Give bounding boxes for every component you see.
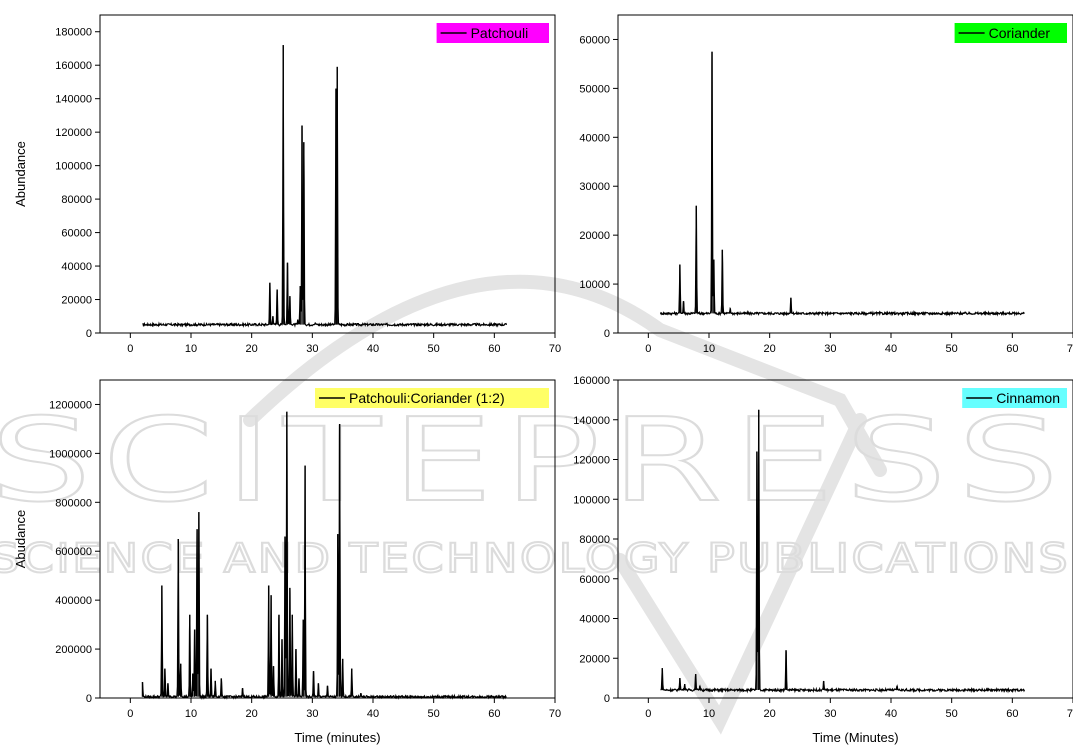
x-axis-label: Time (Minutes): [812, 730, 898, 745]
series-line: [142, 45, 508, 328]
x-tick-label: 10: [185, 343, 197, 355]
y-tick-label: 140000: [55, 94, 92, 106]
series-line: [659, 51, 1025, 317]
y-tick-label: 10000: [579, 279, 610, 291]
y-tick-label: 80000: [61, 194, 92, 206]
chart-panel-1: 0 10 20 30 40 50 60 70 0 20000 40000 60000 80000 1000…: [13, 14, 561, 355]
y-tick-label: 0: [604, 693, 610, 705]
x-tick-label: 10: [703, 343, 715, 355]
legend-box: [962, 388, 1067, 408]
series-line: [660, 409, 1026, 694]
x-tick-label: 60: [1006, 708, 1018, 720]
legend-box: [436, 23, 549, 43]
x-tick-label: 20: [246, 343, 258, 355]
y-tick-label: 0: [604, 328, 610, 340]
x-tick-label: 70: [549, 708, 561, 720]
y-axis-label: Abudance: [13, 510, 28, 569]
legend: Patchouli: [436, 23, 549, 43]
x-tick-label: 30: [306, 343, 318, 355]
y-tick-label: 30000: [579, 181, 610, 193]
x-tick-label: 50: [946, 708, 958, 720]
y-tick-label: 140000: [573, 415, 610, 427]
x-tick-label: 30: [306, 708, 318, 720]
y-tick-label: 20000: [579, 230, 610, 242]
x-tick-label: 30: [824, 708, 836, 720]
watermark-swoosh: [243, 274, 887, 735]
x-tick-label: 0: [127, 343, 133, 355]
x-tick-label: 20: [764, 343, 776, 355]
y-tick-label: 20000: [61, 295, 92, 307]
x-tick-label: 40: [885, 343, 897, 355]
y-axis-label: Abundance: [13, 141, 28, 207]
chart-panel-4: 0 10 20 30 40 50 60 70 0 20000 40000 60000 80000 1000…: [573, 375, 1073, 745]
plot-frame: [617, 14, 1073, 334]
y-tick-label: 0: [86, 693, 92, 705]
y-tick-label: 180000: [55, 27, 92, 39]
legend-label: Patchouli:Coriander (1:2): [349, 390, 505, 406]
y-tick-label: 1200000: [49, 399, 92, 411]
legend-label: Cinnamon: [996, 390, 1060, 406]
y-tick-label: 60000: [579, 34, 610, 46]
y-tick-label: 160000: [55, 60, 92, 72]
legend-box: [954, 23, 1067, 43]
x-tick-label: 60: [1006, 343, 1018, 355]
x-tick-label: 70: [1067, 708, 1073, 720]
y-tick-label: 40000: [61, 261, 92, 273]
plot-frame: [99, 379, 556, 699]
y-tick-label: 0: [86, 328, 92, 340]
y-tick-label: 600000: [55, 546, 92, 558]
x-tick-label: 40: [885, 708, 897, 720]
watermark-title: SCITEPRESS: [0, 394, 1070, 528]
legend: Cinnamon: [962, 388, 1067, 408]
x-tick-label: 40: [367, 343, 379, 355]
y-tick-label: 1000000: [49, 448, 92, 460]
x-tick-label: 20: [764, 708, 776, 720]
x-tick-label: 0: [645, 343, 651, 355]
watermark: SCITEPRESS SCIENCE AND TECHNOLOGY PUBLIC…: [0, 274, 1070, 735]
y-tick-label: 80000: [579, 534, 610, 546]
y-tick-label: 40000: [579, 614, 610, 626]
y-tick-label: 120000: [573, 455, 610, 467]
x-tick-label: 10: [703, 708, 715, 720]
chart-panel-2: 0 10 20 30 40 50 60 70 0 10000 20000 30000 40000 5000…: [579, 14, 1073, 355]
y-tick-label: 200000: [55, 644, 92, 656]
x-tick-label: 50: [428, 708, 440, 720]
y-tick-label: 400000: [55, 595, 92, 607]
y-tick-label: 40000: [579, 132, 610, 144]
legend-label: Patchouli: [471, 25, 529, 41]
y-tick-label: 120000: [55, 127, 92, 139]
y-tick-label: 50000: [579, 83, 610, 95]
x-tick-label: 60: [488, 343, 500, 355]
legend-label: Coriander: [989, 25, 1051, 41]
legend-box: [315, 388, 549, 408]
x-tick-label: 30: [824, 343, 836, 355]
y-tick-label: 100000: [55, 161, 92, 173]
legend: Coriander: [954, 23, 1067, 43]
x-tick-label: 70: [1067, 343, 1073, 355]
y-tick-label: 100000: [573, 494, 610, 506]
x-tick-label: 0: [645, 708, 651, 720]
y-tick-label: 800000: [55, 497, 92, 509]
x-tick-label: 60: [488, 708, 500, 720]
x-tick-label: 50: [946, 343, 958, 355]
chart-panel-3: 0 10 20 30 40 50 60 70 0 200000 400000 600000 800000…: [13, 379, 561, 745]
legend: Patchouli:Coriander (1:2): [315, 388, 549, 408]
y-tick-label: 160000: [573, 375, 610, 387]
series-line: [141, 411, 507, 701]
x-tick-label: 10: [185, 708, 197, 720]
x-tick-label: 0: [127, 708, 133, 720]
x-tick-label: 40: [367, 708, 379, 720]
plot-frame: [99, 14, 556, 334]
y-tick-label: 60000: [579, 574, 610, 586]
x-tick-label: 70: [549, 343, 561, 355]
x-tick-label: 20: [246, 708, 258, 720]
watermark-subtitle: SCIENCE AND TECHNOLOGY PUBLICATIONS: [0, 536, 1070, 582]
x-axis-label: Time (minutes): [294, 730, 380, 745]
y-tick-label: 20000: [579, 653, 610, 665]
y-tick-label: 60000: [61, 228, 92, 240]
x-tick-label: 50: [428, 343, 440, 355]
